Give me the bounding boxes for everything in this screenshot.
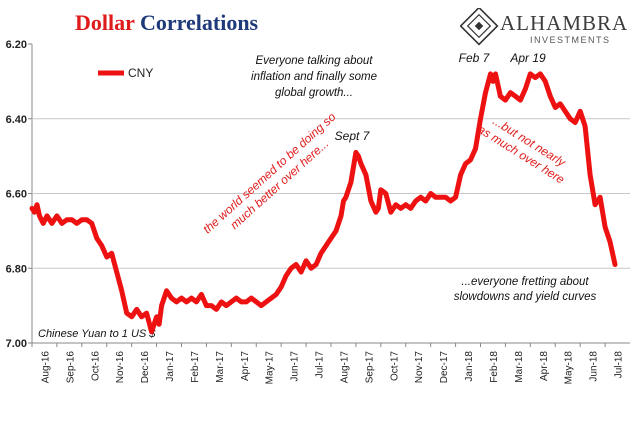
x-tick-label: Oct-16: [90, 351, 101, 381]
legend-label: CNY: [128, 66, 153, 80]
x-tick-label: Jul-18: [614, 351, 625, 379]
x-tick-label: Jan-18: [464, 351, 475, 382]
annotation-apr19: Apr 19: [509, 51, 546, 65]
x-tick-label: Aug-16: [40, 351, 51, 384]
x-tick-label: Aug-17: [339, 351, 350, 384]
x-tick-label: Jul-17: [315, 351, 326, 379]
x-tick-label: Nov-16: [115, 351, 126, 384]
x-tick-label: Apr-17: [240, 351, 251, 381]
y-tick-label: 6.40: [6, 114, 27, 126]
x-tick-label: Jun-18: [589, 351, 600, 382]
brand-name: ALHAMBRA: [500, 11, 629, 35]
title-part2: Correlations: [139, 10, 259, 35]
annotation-feb7: Feb 7: [459, 51, 491, 65]
annotation-yuan-label: Chinese Yuan to 1 US $: [38, 328, 156, 340]
x-tick-label: Mar-17: [215, 351, 226, 383]
x-tick-label: Jun-17: [290, 351, 301, 382]
x-tick-label: Jan-17: [165, 351, 176, 382]
chart-title: Dollar Correlations: [75, 10, 258, 36]
annotation-notnearly-group: ...but not nearlyas much over here: [475, 109, 575, 187]
x-tick-label: Sep-17: [364, 351, 375, 384]
x-tick-label: Apr-18: [539, 351, 550, 381]
x-tick-label: May-17: [265, 351, 276, 385]
x-tick-label: Oct-17: [389, 351, 400, 381]
y-tick-label: 6.80: [6, 263, 27, 275]
x-tick-label: Sep-16: [65, 351, 76, 384]
x-tick-label: Feb-17: [190, 351, 201, 383]
annotation-world-group: the world seemed to be doing somuch bett…: [200, 110, 349, 248]
y-tick-label: 6.60: [6, 189, 27, 201]
x-tick-label: Dec-16: [140, 351, 151, 384]
x-tick-label: Nov-17: [414, 351, 425, 384]
y-tick-label: 6.20: [6, 39, 27, 51]
cny-series-line: [29, 71, 618, 335]
x-tick-label: Mar-18: [514, 351, 525, 383]
x-tick-label: May-18: [564, 351, 575, 385]
brand-sub: INVESTMENTS: [530, 35, 611, 45]
annotation-sept7: Sept 7: [335, 129, 371, 143]
annotation-not-nearly: ...but not nearlyas much over here: [475, 109, 575, 186]
x-tick-label: Dec-17: [439, 351, 450, 384]
annotation-inflation: Everyone talking about inflation and fina…: [251, 55, 377, 99]
annotation-world: the world seemed to be doing somuch bett…: [200, 110, 349, 248]
y-tick-label: 7.00: [6, 338, 27, 350]
alhambra-logo-icon: [460, 8, 499, 46]
title-part1: Dollar: [75, 10, 135, 35]
x-tick-label: Feb-18: [489, 351, 500, 383]
annotation-fretting: ...everyone fretting about slowdowns and …: [454, 276, 597, 303]
